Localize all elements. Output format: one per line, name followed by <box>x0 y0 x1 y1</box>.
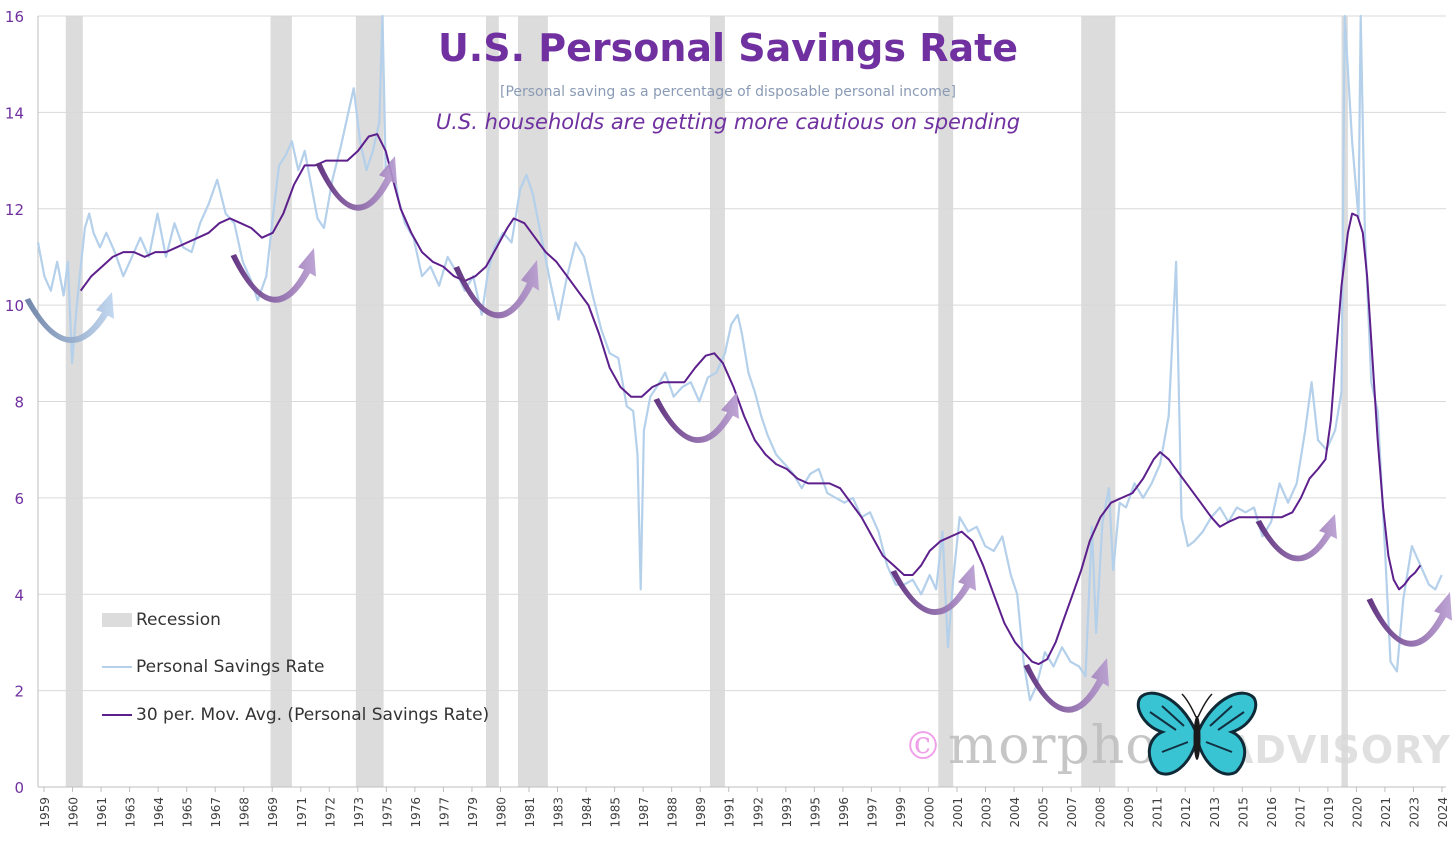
legend-swatch-moving-average <box>102 714 132 716</box>
y-axis: 0 2 4 6 8 10 12 14 16 <box>5 8 39 797</box>
legend-label-savings-rate: Personal Savings Rate <box>136 657 325 677</box>
watermark-brand: morpho <box>948 716 1158 776</box>
y-tick-label: 8 <box>14 394 24 412</box>
legend-item-savings-rate: Personal Savings Rate <box>102 653 522 681</box>
x-tick-label: 2015 <box>1236 797 1250 828</box>
chart-subtitle: [Personal saving as a percentage of disp… <box>499 84 956 100</box>
x-tick-label: 2003 <box>980 797 994 828</box>
x-tick-label: 2019 <box>1322 797 1336 828</box>
chart-annotation: U.S. households are getting more cautiou… <box>435 110 1021 134</box>
x-tick-label: 2005 <box>1037 797 1051 828</box>
y-tick-label: 10 <box>5 297 24 315</box>
trend-arrow-icon <box>315 156 397 211</box>
x-tick-label: 1991 <box>723 797 737 828</box>
x-tick-label: 1979 <box>466 797 480 828</box>
y-tick-label: 6 <box>14 490 24 508</box>
legend-swatch-recession <box>102 613 132 627</box>
watermark-copyright-symbol: © <box>904 724 942 768</box>
trend-arrow-icon <box>453 260 539 319</box>
trend-arrow-icon <box>230 248 316 303</box>
y-tick-label: 12 <box>5 201 24 219</box>
legend-label-recession: Recession <box>136 610 221 630</box>
y-tick-label: 14 <box>5 104 24 122</box>
y-tick-label: 0 <box>14 779 24 797</box>
x-tick-label: 1981 <box>523 797 537 828</box>
x-tick-label: 2000 <box>922 797 936 828</box>
legend-item-moving-average: 30 per. Mov. Avg. (Personal Savings Rate… <box>102 701 522 729</box>
x-tick-label: 1989 <box>694 797 708 828</box>
x-tick-label: 2007 <box>1065 797 1079 828</box>
chart-title: U.S. Personal Savings Rate <box>437 26 1019 70</box>
legend-label-moving-average: 30 per. Mov. Avg. (Personal Savings Rate… <box>136 705 490 725</box>
x-tick-label: 2023 <box>1407 797 1421 828</box>
x-tick-label: 2020 <box>1350 797 1364 828</box>
x-tick-label: 1999 <box>894 797 908 828</box>
x-tick-label: 1967 <box>209 797 223 828</box>
x-tick-label: 1971 <box>295 797 309 828</box>
x-tick-label: 2017 <box>1293 797 1307 828</box>
x-tick-label: 1968 <box>238 797 252 828</box>
x-tick-label: 1984 <box>580 797 594 828</box>
series-line-moving-average <box>79 133 1422 666</box>
x-tick-label: 1992 <box>751 797 765 828</box>
x-tick-label: 1969 <box>266 797 280 828</box>
trend-arrow-icon <box>653 392 739 444</box>
x-tick-label: 1960 <box>67 797 81 828</box>
x-tick-label: 1973 <box>352 797 366 828</box>
y-tick-label: 2 <box>14 683 24 701</box>
x-tick-label: 1985 <box>609 797 623 828</box>
x-tick-label: 1964 <box>152 797 166 828</box>
x-tick-label: 1988 <box>666 797 680 828</box>
butterfly-icon <box>1136 691 1258 776</box>
x-tick-label: 1975 <box>380 797 394 828</box>
x-tick-label: 1983 <box>552 797 566 828</box>
legend-item-recession: Recession <box>102 606 522 634</box>
x-tick-label: 1965 <box>181 797 195 828</box>
x-tick-label: 1980 <box>494 797 508 828</box>
x-axis: 1959 1960 1961 1963 1964 1965 1967 1968 1969 1971… <box>38 786 1450 828</box>
x-tick-label: 1961 <box>95 797 109 828</box>
x-tick-label: 1976 <box>409 797 423 828</box>
x-tick-label: 2009 <box>1122 797 1136 828</box>
x-tick-label: 1993 <box>780 797 794 828</box>
series-lines <box>36 14 1443 702</box>
trend-arrow-icon <box>1255 514 1337 562</box>
x-tick-label: 2021 <box>1379 797 1393 828</box>
x-tick-label: 1996 <box>837 797 851 828</box>
x-tick-label: 1987 <box>637 797 651 828</box>
x-tick-label: 1963 <box>124 797 138 828</box>
x-tick-label: 1977 <box>437 797 451 828</box>
x-tick-label: 2011 <box>1151 797 1165 828</box>
trend-arrow-icon <box>24 292 115 344</box>
watermark-suffix: ADVISORY <box>1224 728 1451 772</box>
x-tick-label: 2012 <box>1179 797 1193 828</box>
x-tick-label: 1959 <box>38 797 52 828</box>
x-tick-label: 2024 <box>1436 797 1450 828</box>
trend-arrow-icon <box>1366 592 1452 647</box>
x-tick-label: 1995 <box>808 797 822 828</box>
watermark-logo: © morpho ADVISORY <box>902 714 1450 784</box>
x-tick-label: 2008 <box>1094 797 1108 828</box>
x-tick-label: 2004 <box>1008 797 1022 828</box>
legend-swatch-savings-rate <box>102 666 132 668</box>
y-tick-label: 4 <box>14 586 24 604</box>
y-tick-label: 16 <box>5 8 24 26</box>
trend-arrow-icon <box>890 564 976 616</box>
x-tick-label: 1972 <box>323 797 337 828</box>
trend-arrows <box>24 156 1452 713</box>
x-tick-label: 2013 <box>1208 797 1222 828</box>
x-tick-label: 2001 <box>951 797 965 828</box>
x-tick-label: 2016 <box>1265 797 1279 828</box>
trend-arrow-icon <box>1023 658 1109 713</box>
x-tick-label: 1997 <box>865 797 879 828</box>
